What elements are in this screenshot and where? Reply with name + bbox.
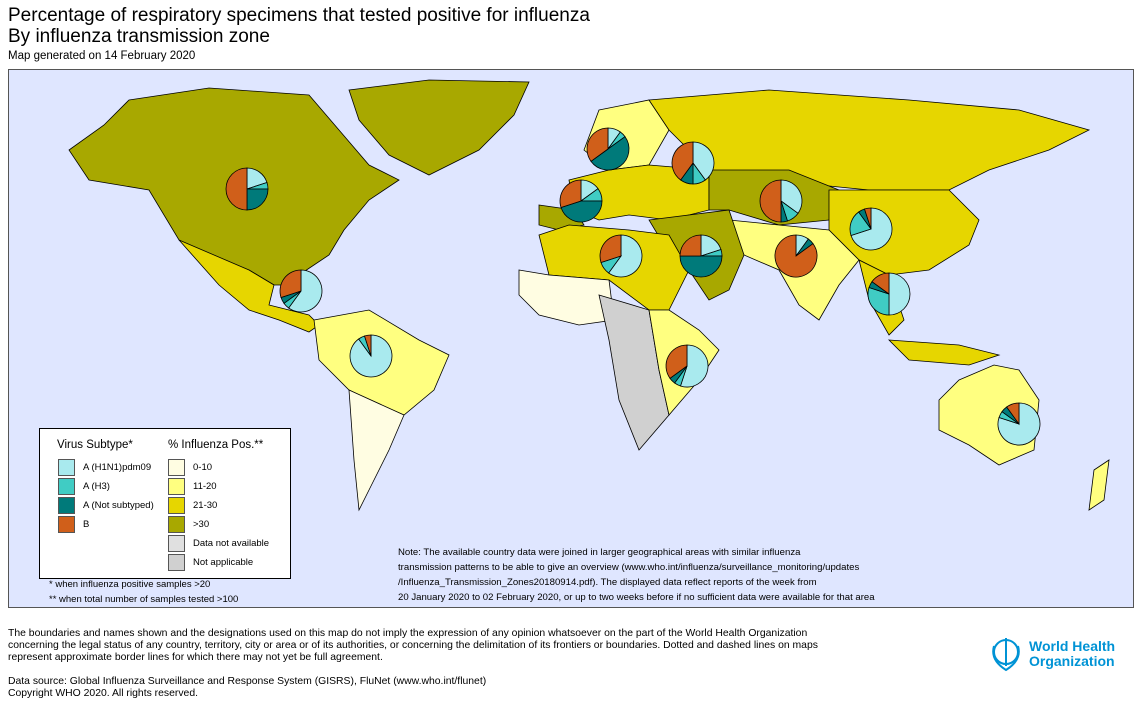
pie-slice-b: [864, 207, 872, 230]
swatch-na: [168, 535, 185, 552]
pie-southern-asia: [774, 234, 818, 278]
greenland: [348, 79, 530, 176]
disclaimer: The boundaries and names shown and the d…: [8, 628, 888, 664]
disclaimer-line: concerning the legal status of any count…: [8, 640, 818, 651]
western-africa: [518, 269, 615, 326]
pie-slice-not-subtyped: [560, 200, 603, 223]
pie-northern-africa: [599, 234, 643, 278]
map-svg: [68, 79, 1110, 512]
pie-slice-b: [225, 167, 248, 211]
pie-slice-h3: [867, 287, 890, 316]
swatch-h3: [58, 478, 75, 495]
pie-slice-h1n1: [692, 141, 715, 181]
indonesia: [887, 339, 1001, 366]
pie-slice-not-subtyped: [590, 136, 630, 171]
source-line: Data source: Global Influenza Surveillan…: [8, 676, 487, 687]
legend-label: B: [83, 519, 90, 530]
note: Note: The available country data were jo…: [398, 545, 908, 605]
new-zealand: [1088, 459, 1110, 511]
map-title: Percentage of respiratory specimens that…: [8, 5, 590, 26]
pie-tropical-south-america: [349, 334, 393, 378]
note-line: Note: The available country data were jo…: [398, 547, 801, 558]
who-emblem-icon: [992, 638, 1020, 672]
pie-slice-b: [364, 334, 372, 357]
swatch-b: [58, 516, 75, 533]
pie-slice-h1n1: [888, 272, 911, 316]
pie-slice-b: [599, 234, 622, 263]
swatch-11-20: [168, 478, 185, 495]
pie-south-east-asia: [867, 272, 911, 316]
pie-central-america-and-caribbean: [279, 269, 323, 313]
pie-slice-b: [665, 344, 688, 379]
legend-label: 0-10: [193, 462, 213, 473]
legend-label: A (H3): [83, 481, 110, 492]
pie-north-america: [225, 167, 269, 211]
map-subtitle: By influenza transmission zone: [8, 26, 270, 47]
southern-south-america: [348, 389, 405, 512]
who-logo: World Health Organization: [986, 634, 1115, 674]
footnote-1: * when influenza positive samples >20: [49, 579, 211, 590]
pie-central-asia: [759, 179, 803, 223]
pie-eastern-europe: [671, 141, 715, 185]
pie-slice-not-subtyped: [246, 188, 269, 211]
legend-label: >30: [193, 519, 210, 530]
pie-slice-b: [559, 179, 582, 208]
swatch-gt30: [168, 516, 185, 533]
legend-label: 11-20: [193, 481, 217, 492]
pie-slice-b: [279, 269, 302, 298]
legend-label: Not applicable: [193, 557, 254, 568]
pie-slice-b: [774, 234, 818, 278]
pie-slice-b: [679, 234, 702, 257]
pie-oceania: [997, 402, 1041, 446]
logo-line1: World Health: [1029, 638, 1116, 654]
note-line: /Influenza_Transmission_Zones20180914.pd…: [398, 577, 817, 588]
swatch-21-30: [168, 497, 185, 514]
pie-slice-h1n1: [780, 179, 803, 214]
legend-label: 21-30: [193, 500, 218, 511]
pie-slice-h1n1: [608, 234, 643, 278]
footnote-2: ** when total number of samples tested >…: [49, 594, 239, 605]
note-line: 20 January 2020 to 02 February 2020, or …: [398, 592, 875, 603]
disclaimer-line: The boundaries and names shown and the d…: [8, 628, 808, 639]
pie-slice-b: [586, 127, 609, 162]
data-source: Data source: Global Influenza Surveillan…: [8, 676, 486, 700]
pie-northern-europe: [586, 127, 630, 171]
pie-western-asia: [679, 234, 723, 278]
generated-date: Map generated on 14 February 2020: [8, 50, 196, 62]
pie-slice-b: [759, 179, 782, 223]
legend-label: A (Not subtyped): [83, 500, 154, 511]
pie-slice-h1n1: [288, 269, 323, 313]
pie-slice-h1n1: [850, 207, 893, 251]
pie-slice-b: [671, 141, 694, 181]
pie-south-west-europe: [559, 179, 603, 223]
copyright-line: Copyright WHO 2020. All rights reserved.: [8, 688, 198, 699]
legend-label: Data not available: [193, 538, 270, 549]
note-line: transmission patterns to be able to give…: [398, 562, 860, 573]
pie-charts: [225, 127, 1041, 446]
pie-slice-b: [871, 272, 890, 295]
world-map: Virus Subtype* % Influenza Pos.** A (H1N…: [8, 69, 1134, 608]
legend: Virus Subtype* % Influenza Pos.** A (H1N…: [39, 428, 291, 579]
logo-line2: Organization: [1029, 653, 1115, 669]
legend-label: A (H1N1)pdm09: [83, 462, 152, 473]
swatch-h1n1: [58, 459, 75, 476]
pie-slice-b: [1006, 402, 1020, 426]
legend-subtype-title: Virus Subtype*: [57, 439, 133, 451]
pie-slice-not-subtyped: [679, 255, 723, 278]
pie-eastern-africa: [665, 344, 709, 388]
pie-eastern-asia: [849, 207, 893, 251]
swatch-not-subtyped: [58, 497, 75, 514]
swatch-not-applicable: [168, 554, 185, 571]
disclaimer-line: represent approximate border lines for w…: [8, 652, 383, 663]
swatch-0-10: [168, 459, 185, 476]
legend-pos-title: % Influenza Pos.**: [168, 439, 264, 451]
